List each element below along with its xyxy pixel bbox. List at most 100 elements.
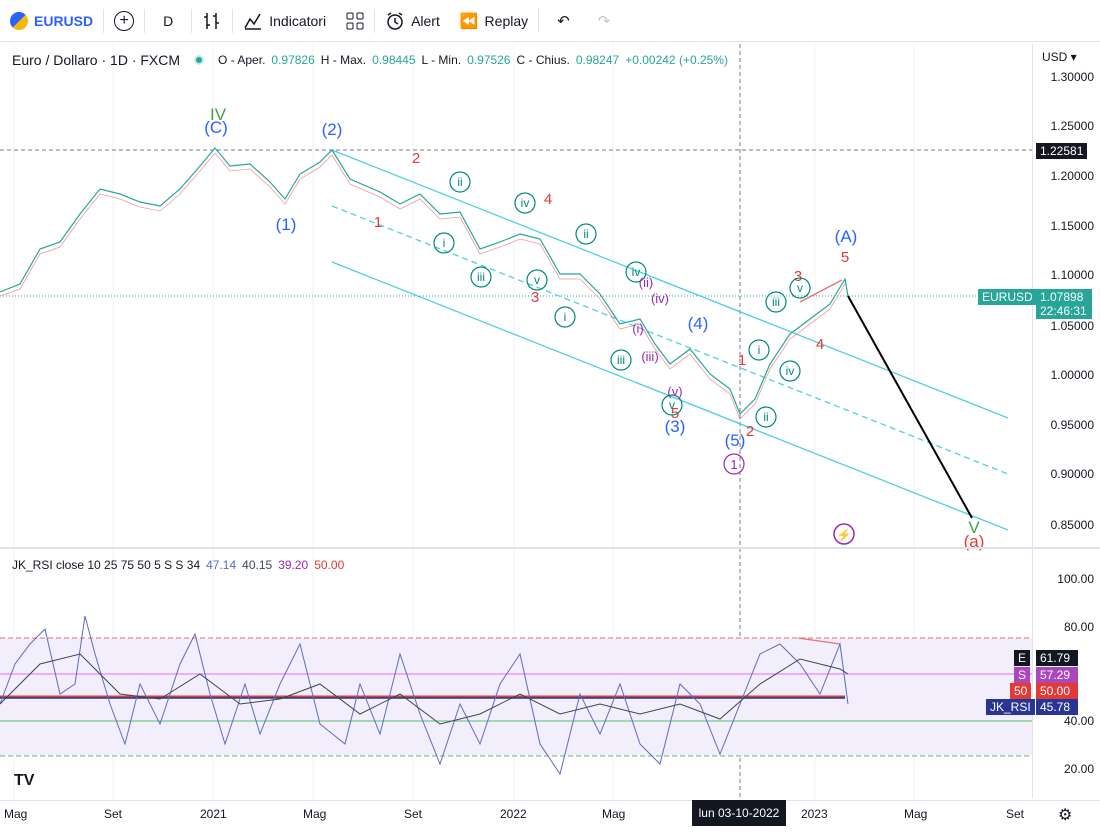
separator — [374, 8, 376, 33]
symbol-selector[interactable]: EURUSD — [0, 0, 103, 42]
wave-iv-b: iv — [632, 265, 641, 279]
circled-wave-markers — [433, 171, 811, 428]
close-label: C - Chius. — [516, 53, 570, 67]
last-price-tag: 1.07898 22:46:31 — [1036, 289, 1092, 319]
wave-label-1: (1) — [276, 215, 297, 234]
change-value: +0.00242 (+0.25%) — [625, 53, 728, 67]
rsi-s-label: S — [1014, 667, 1031, 683]
wave-label-A: (A) — [835, 227, 858, 246]
undo-button[interactable]: ↶ — [539, 0, 588, 42]
price-tick: 0.90000 — [1050, 467, 1094, 481]
separator — [191, 8, 193, 33]
rsi-tick: 80.00 — [1063, 620, 1094, 634]
settings-gear-icon[interactable]: ⚙ — [1058, 807, 1073, 824]
rsi-s-value: 57.29 — [1036, 667, 1078, 683]
wave-label-3: (3) — [665, 417, 686, 436]
wave-v-b: v — [669, 398, 675, 412]
bar-countdown: 22:46:31 — [1040, 304, 1087, 318]
bars-chart-icon — [204, 12, 220, 29]
time-tick: Mag — [602, 807, 626, 821]
indicators-label: Indicatori — [269, 12, 327, 29]
templates-button[interactable] — [336, 0, 374, 42]
time-axis[interactable]: Mag Set 2021 Mag Set 2022 Mag 2023 Mag S… — [0, 800, 1100, 838]
divergence-line-rsi — [797, 637, 841, 645]
close-value: 0.98247 — [575, 53, 620, 67]
redo-button[interactable]: ↷ — [588, 0, 621, 42]
rsi-e-value: 61.79 — [1036, 650, 1078, 666]
price-axis[interactable] — [1032, 44, 1100, 798]
wave-iv-c: iv — [786, 364, 795, 378]
wave-label-4: (4) — [688, 314, 709, 333]
low-value: 0.97526 — [467, 53, 511, 67]
interval-label: D — [163, 12, 174, 29]
wave-ii-c: ii — [763, 410, 768, 424]
red-wave-3: 3 — [531, 289, 539, 306]
pane-divider[interactable] — [0, 547, 1100, 549]
wave-v-a: v — [534, 273, 540, 287]
wave-piv: (iv) — [651, 291, 669, 306]
price-tick: 1.20000 — [1050, 169, 1094, 183]
replay-button[interactable]: ⏪ Replay — [450, 0, 538, 42]
rsi-signal-series — [0, 653, 849, 725]
rsi-value-4: 50.00 — [314, 558, 345, 572]
wave-label-IV: IV — [210, 105, 227, 124]
rsi-tick: 100.00 — [1057, 572, 1094, 586]
wave-iv-a: iv — [521, 196, 530, 210]
symbol-name: EURUSD — [34, 12, 94, 29]
circled-1-marker — [723, 453, 745, 475]
wave-pv: (v) — [667, 384, 682, 399]
chart-canvas[interactable]: IV (C) (2) (1) (3) (4) (5) (A) (a) V 2 1… — [0, 44, 1032, 800]
low-label: L - Min. — [421, 53, 462, 67]
wave-iii-a: iii — [477, 270, 485, 284]
alert-button[interactable]: Alert — [375, 0, 450, 42]
price-series-down — [0, 152, 846, 420]
chart-title[interactable]: Euro / Dollaro · 1D · FXCM — [12, 52, 181, 68]
red-wave-4: 4 — [544, 191, 552, 208]
rsi-legend[interactable]: JK_RSI close 10 25 75 50 5 S S 34 47.14 … — [12, 558, 344, 572]
interval-button[interactable]: D — [145, 0, 191, 42]
red-wave-2-b: 2 — [746, 423, 754, 440]
indicators-button[interactable]: Indicatori — [233, 0, 336, 42]
chart-type-button[interactable] — [192, 0, 232, 42]
high-price-tag: 1.22581 — [1036, 143, 1088, 159]
lightning-icon[interactable] — [833, 523, 855, 545]
wave-i-b: i — [564, 310, 567, 324]
price-tick: 0.95000 — [1050, 418, 1094, 432]
rsi-name-label: JK_RSI — [986, 699, 1035, 715]
wave-label-5: (5) — [725, 431, 746, 450]
undo-icon: ↶ — [557, 12, 570, 30]
wave-ii-b: ii — [583, 227, 588, 241]
time-tick: Set — [104, 807, 123, 821]
wave-pii: (ii) — [639, 275, 653, 290]
red-wave-1: 1 — [374, 214, 382, 231]
last-price: 1.07898 — [1040, 290, 1084, 304]
price-series — [0, 147, 849, 416]
time-tick: 2022 — [500, 807, 527, 821]
high-label: H - Max. — [320, 53, 367, 67]
wave-i-c: i — [758, 343, 761, 357]
wave-circled-1: 1 — [730, 457, 737, 472]
rsi-title: JK_RSI close 10 25 75 50 5 S S 34 — [12, 558, 201, 572]
open-label: O - Aper. — [218, 53, 266, 67]
red-wave-2-top: 2 — [412, 150, 420, 167]
wave-piii: (iii) — [641, 349, 658, 364]
red-wave-5-b: 5 — [841, 249, 849, 266]
price-tick: 0.85000 — [1050, 518, 1094, 532]
wave-iii-b: iii — [617, 353, 625, 367]
compare-button[interactable]: + — [104, 0, 144, 42]
wave-label-2: (2) — [322, 120, 343, 139]
descending-channel — [331, 149, 1009, 531]
rsi-value-1: 47.14 — [206, 558, 237, 572]
rsi-tick: 40.00 — [1063, 714, 1094, 728]
market-status-icon — [194, 55, 205, 65]
time-tick: Set — [404, 807, 423, 821]
separator — [103, 8, 105, 33]
time-tick: 2021 — [200, 807, 227, 821]
price-tick: 1.05000 — [1050, 319, 1094, 333]
red-wave-1-b: 1 — [738, 352, 746, 369]
alert-label: Alert — [411, 12, 440, 29]
currency-selector[interactable]: USD ▾ — [1042, 50, 1077, 64]
rsi-tick: 20.00 — [1063, 762, 1094, 776]
divergence-line-price — [799, 279, 843, 303]
time-tick: 2023 — [801, 807, 828, 821]
